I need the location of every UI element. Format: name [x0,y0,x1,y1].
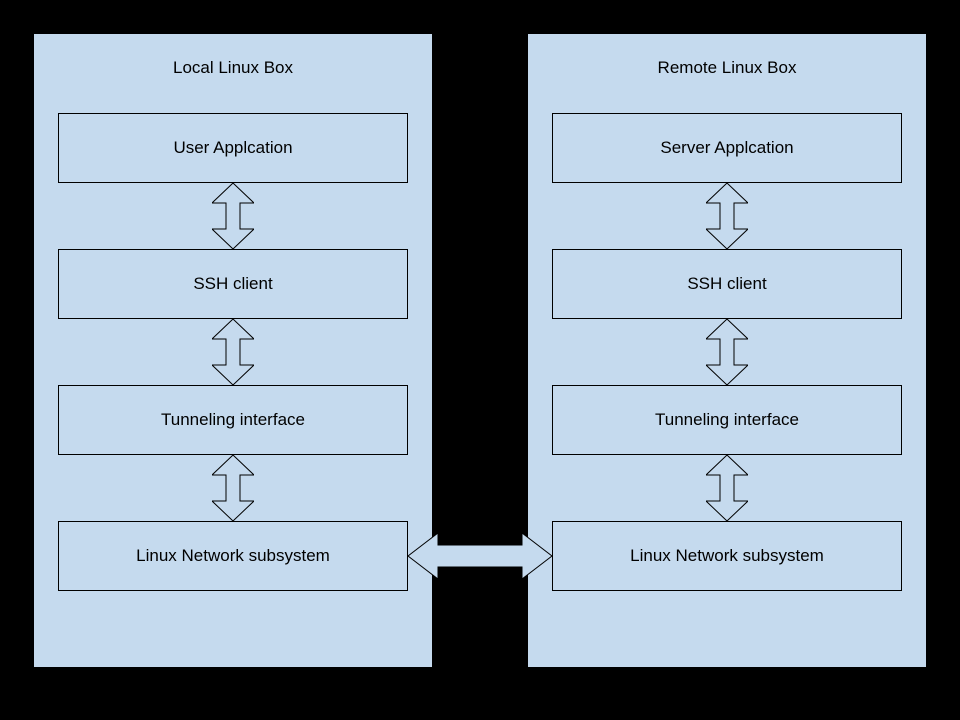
node-local-ssh: SSH client [58,249,408,319]
node-remote-app: Server Applcation [552,113,902,183]
arrow-l-arr-3 [212,455,254,521]
node-label: Linux Network subsystem [630,546,824,566]
node-local-tun: Tunneling interface [58,385,408,455]
node-label: Tunneling interface [655,410,799,430]
arrow-r-arr-3 [706,455,748,521]
column-title-remote: Remote Linux Box [528,58,926,78]
node-label: SSH client [193,274,272,294]
arrow-r-arr-1 [706,183,748,249]
node-remote-net: Linux Network subsystem [552,521,902,591]
node-label: User Applcation [173,138,292,158]
node-label: Server Applcation [660,138,793,158]
arrow-net-link [408,533,552,579]
column-title-local: Local Linux Box [34,58,432,78]
diagram-canvas: Local Linux Box Remote Linux Box User Appl… [0,0,960,720]
arrow-l-arr-1 [212,183,254,249]
node-label: Tunneling interface [161,410,305,430]
node-local-app: User Applcation [58,113,408,183]
node-remote-ssh: SSH client [552,249,902,319]
arrow-l-arr-2 [212,319,254,385]
node-label: SSH client [687,274,766,294]
node-label: Linux Network subsystem [136,546,330,566]
arrow-r-arr-2 [706,319,748,385]
node-remote-tun: Tunneling interface [552,385,902,455]
node-local-net: Linux Network subsystem [58,521,408,591]
